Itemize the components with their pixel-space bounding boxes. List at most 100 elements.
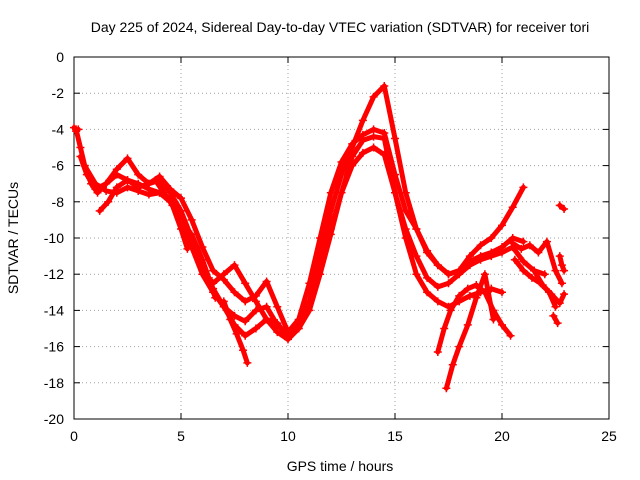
data-point [123, 176, 132, 185]
data-point [444, 279, 453, 288]
data-point [241, 331, 250, 340]
data-point [557, 261, 566, 270]
data-point [239, 346, 248, 355]
data-point [498, 221, 506, 230]
data-point [506, 331, 515, 340]
grid [74, 57, 609, 419]
x-tick-label: 25 [601, 428, 617, 444]
data-point [80, 161, 89, 170]
data-point [380, 81, 389, 90]
data-point [316, 252, 325, 261]
data-point [465, 261, 474, 270]
data-point [547, 290, 556, 299]
data-point [159, 188, 168, 197]
data-point [560, 290, 569, 299]
data-point [177, 224, 185, 233]
data-point [433, 282, 442, 291]
y-tick-label: -8 [52, 194, 65, 210]
y-tick-label: -20 [44, 411, 64, 427]
series-track-5 [151, 176, 192, 253]
series-track-7 [187, 230, 220, 302]
data-point [151, 176, 160, 185]
data-point [498, 320, 506, 329]
data-point [391, 134, 399, 143]
data-point [95, 206, 104, 215]
x-tick-label: 5 [177, 428, 185, 444]
data-point [401, 206, 410, 215]
data-point [226, 315, 235, 324]
series-track-6 [219, 297, 252, 367]
data-point [204, 273, 213, 282]
data-point [326, 206, 335, 215]
y-tick-label: -12 [44, 266, 64, 282]
data-point [446, 306, 455, 315]
data-point [273, 319, 282, 328]
series-track [189, 231, 218, 301]
data-point [519, 266, 528, 275]
data-point [241, 297, 250, 306]
x-tick-label: 20 [494, 428, 510, 444]
y-tick-label: -4 [52, 121, 65, 137]
data-point [455, 266, 464, 275]
data-point [423, 273, 432, 282]
data-point [326, 230, 335, 239]
data-point [517, 244, 526, 253]
data-point [553, 319, 562, 328]
data-point [465, 252, 474, 261]
x-tick-label: 0 [70, 428, 78, 444]
data-point [560, 205, 569, 214]
data-point [232, 329, 241, 338]
data-point [519, 257, 528, 266]
data-point [183, 244, 192, 253]
data-point [412, 270, 421, 279]
series-track-9 [442, 270, 498, 393]
data-point [534, 248, 543, 257]
data-point [358, 148, 367, 157]
y-axis-label: SDTVAR / TECUs [5, 182, 21, 294]
y-tick-label: -10 [44, 230, 64, 246]
data-point [465, 291, 474, 300]
x-tick-label: 10 [280, 428, 296, 444]
data-point [401, 234, 410, 242]
data-point [508, 203, 517, 212]
data-point [423, 288, 432, 297]
data-point [251, 324, 260, 333]
data-point [487, 252, 496, 261]
data-point [273, 302, 282, 311]
data-point [74, 125, 83, 134]
data-point [134, 170, 143, 179]
data-point [444, 270, 453, 279]
data-point [284, 335, 292, 344]
data-point [76, 152, 85, 161]
data-point [369, 125, 378, 134]
data-point [102, 186, 111, 195]
series-track-12 [530, 266, 569, 308]
data-point [305, 297, 314, 306]
x-axis: 0 5 10 15 20 25 [70, 57, 617, 444]
data-point [104, 197, 113, 206]
data-point [551, 302, 560, 311]
data-point [510, 255, 519, 264]
y-tick-label: 0 [56, 49, 64, 65]
data-point [542, 237, 551, 246]
data-point [177, 194, 185, 203]
data-point [448, 360, 457, 369]
data-point [123, 154, 132, 163]
series-track [512, 257, 558, 310]
data-point [241, 279, 250, 288]
data-point [498, 288, 506, 297]
data-point [530, 266, 539, 275]
data-point [211, 293, 220, 302]
data-point [348, 143, 357, 152]
data-point [463, 284, 472, 293]
data-point [455, 291, 464, 300]
data-point [391, 188, 399, 197]
data-point [358, 116, 367, 125]
series-track-15 [555, 252, 569, 275]
data-point [519, 183, 528, 192]
data-point [358, 136, 367, 145]
data-point [369, 132, 378, 141]
x-tick-label: 15 [387, 428, 403, 444]
chart-title: Day 225 of 2024, Sidereal Day-to-day VTE… [91, 19, 590, 35]
